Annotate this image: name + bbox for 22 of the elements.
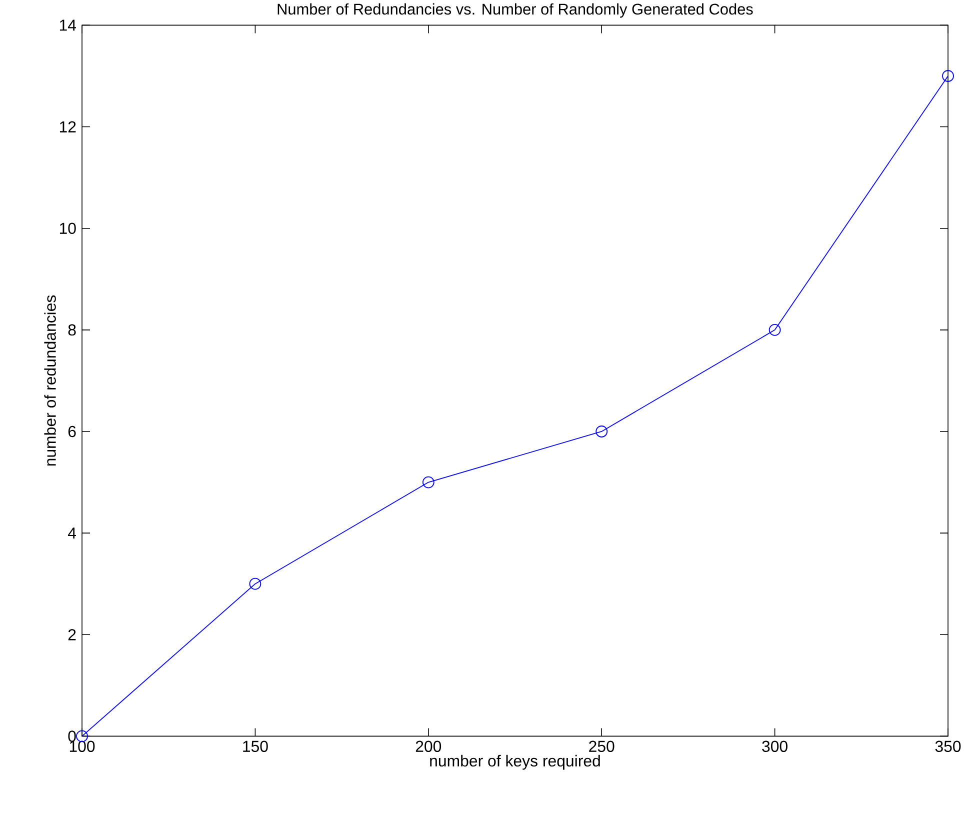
y-tick-label: 2 bbox=[68, 628, 76, 640]
x-tick-label: 150 bbox=[243, 740, 268, 752]
y-tick-label: 12 bbox=[60, 121, 76, 132]
point bbox=[422, 476, 434, 488]
point bbox=[942, 70, 954, 82]
x-tick-label: 300 bbox=[762, 740, 788, 752]
y-tick-label: 14 bbox=[60, 20, 76, 31]
y-axis-title: number of redundancies bbox=[44, 295, 56, 466]
x-tick-label: 200 bbox=[416, 740, 442, 752]
x-tick-label: 250 bbox=[589, 740, 614, 752]
x-tick-label: 350 bbox=[935, 740, 961, 752]
x-tick-label: 100 bbox=[70, 740, 95, 752]
point bbox=[249, 578, 262, 590]
y-tick-label: 0 bbox=[68, 730, 76, 742]
chart-title: Number of Redundancies vs. Number of Randomly Generated Codes bbox=[278, 3, 753, 18]
x-axis-title: number of keys required bbox=[430, 754, 600, 770]
y-tick-label: 8 bbox=[68, 324, 76, 336]
y-tick-label: 10 bbox=[60, 222, 76, 234]
y-tick-label: 4 bbox=[68, 527, 76, 538]
y-tick-label: 6 bbox=[68, 426, 76, 438]
point bbox=[768, 324, 781, 336]
point bbox=[596, 425, 608, 438]
